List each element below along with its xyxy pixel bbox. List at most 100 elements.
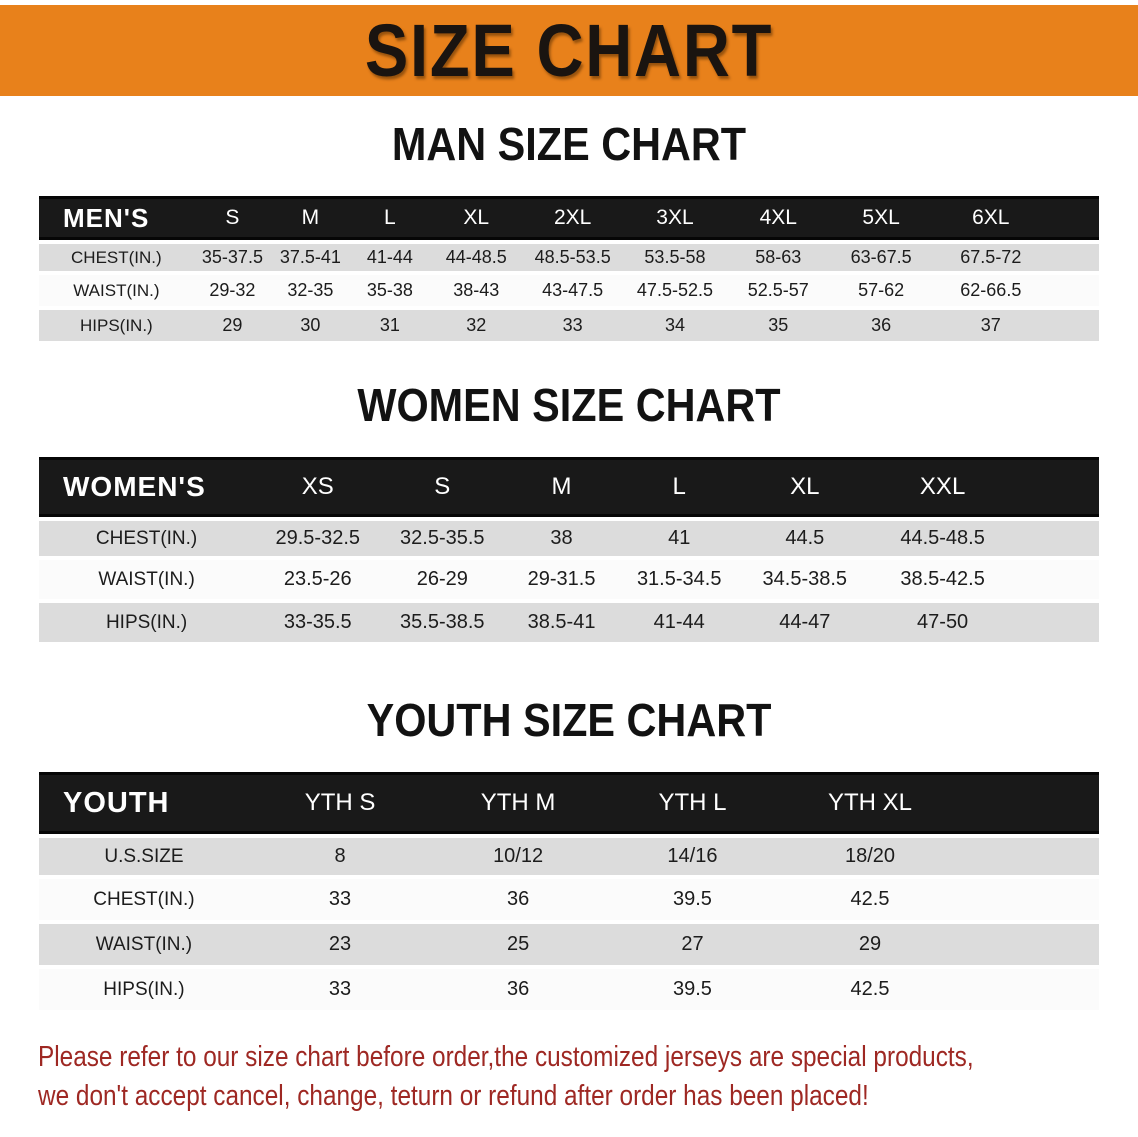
size-value-cell: 63-67.5 [829,240,933,275]
column-header: YTH XL [779,772,961,834]
column-header: 4XL [726,196,830,240]
size-value-cell: 41 [619,517,739,560]
size-value-cell: 33-35.5 [254,603,382,646]
column-header: 2XL [522,196,624,240]
section-heading: MAN SIZE CHART [391,118,747,170]
table-row: WAIST(IN.) 29-32 32-35 35-38 38-43 43-47.5 47.… [39,275,1099,310]
spacer-cell [1049,275,1099,310]
table-row: U.S.SIZE 8 10/12 14/16 18/20 [39,834,1099,879]
size-value-cell: 41-44 [349,240,431,275]
size-value-cell: 29.5-32.5 [254,517,382,560]
table-corner-label: YOUTH [39,772,249,834]
section-heading: YOUTH SIZE CHART [366,694,772,746]
size-value-cell: 41-44 [619,603,739,646]
column-header: YTH S [248,772,432,834]
youth-chart-section: YOUTH SIZE CHART YOUTH YTH S YTH M YTH L YTH … [0,694,1138,1014]
spacer-cell [960,969,1099,1014]
size-value-cell: 32-35 [271,275,350,310]
header-row: MEN'S S M L XL 2XL 3XL 4XL 5XL 6XL [39,196,1099,240]
disclaimer-line-2: we don't accept cancel, change, teturn o… [38,1080,869,1112]
size-value-cell: 18/20 [779,834,961,879]
spacer-cell [1049,240,1099,275]
size-value-cell: 23 [248,924,432,969]
size-value-cell: 44.5 [738,517,872,560]
size-value-cell: 44.5-48.5 [871,517,1015,560]
column-header: 6XL [932,196,1050,240]
size-value-cell: 33 [522,310,624,345]
charts-container: MAN SIZE CHART MEN'S S M L XL 2XL 3XL 4XL 5XL 6XL C… [0,118,1138,1014]
size-value-cell: 67.5-72 [932,240,1050,275]
size-value-cell: 38-43 [430,275,523,310]
column-header: M [271,196,350,240]
size-value-cell: 29 [193,310,272,345]
size-value-cell: 29-31.5 [503,560,620,603]
row-label: WAIST(IN.) [39,924,249,969]
column-header: XXL [871,457,1015,517]
size-value-cell: 30 [271,310,350,345]
section-heading: WOMEN SIZE CHART [357,379,781,431]
size-value-cell: 43-47.5 [522,275,624,310]
size-value-cell: 35.5-38.5 [381,603,504,646]
row-label: CHEST(IN.) [39,879,249,924]
column-header: XL [738,457,872,517]
column-header: S [381,457,504,517]
men-chart-section: MAN SIZE CHART MEN'S S M L XL 2XL 3XL 4XL 5XL 6XL C… [0,118,1138,345]
size-value-cell: 37 [932,310,1050,345]
column-header: YTH L [605,772,780,834]
size-value-cell: 38 [503,517,620,560]
size-value-cell: 29 [779,924,961,969]
size-value-cell: 62-66.5 [932,275,1050,310]
size-value-cell: 34.5-38.5 [738,560,872,603]
page-title: SIZE CHART [364,9,774,92]
spacer-cell [960,924,1099,969]
column-header: M [503,457,620,517]
disclaimer-line-1: Please refer to our size chart before or… [38,1041,974,1073]
row-label: HIPS(IN.) [39,310,194,345]
spacer-cell [1014,517,1099,560]
header-row: YOUTH YTH S YTH M YTH L YTH XL [39,772,1099,834]
size-value-cell: 58-63 [726,240,830,275]
table-row: HIPS(IN.) 29 30 31 32 33 34 35 36 37 [39,310,1099,345]
size-value-cell: 32 [430,310,523,345]
table-row: CHEST(IN.) 33 36 39.5 42.5 [39,879,1099,924]
row-label: HIPS(IN.) [39,603,255,646]
youth-size-table: YOUTH YTH S YTH M YTH L YTH XL U.S.SIZE 8 10/12… [39,772,1099,1014]
table-row: WAIST(IN.) 23.5-26 26-29 29-31.5 31.5-34.5 34… [39,560,1099,603]
spacer-cell [960,879,1099,924]
size-value-cell: 26-29 [381,560,504,603]
size-value-cell: 57-62 [829,275,933,310]
size-value-cell: 32.5-35.5 [381,517,504,560]
women-size-table: WOMEN'S XS S M L XL XXL CHEST(IN.) 29.5-32.5 32.5… [39,457,1099,646]
size-value-cell: 38.5-42.5 [871,560,1015,603]
size-value-cell: 53.5-58 [623,240,727,275]
size-value-cell: 34 [623,310,727,345]
size-value-cell: 36 [431,969,606,1014]
spacer-cell [1049,196,1099,240]
women-chart-section: WOMEN SIZE CHART WOMEN'S XS S M L XL XXL CHEST(I… [0,379,1138,646]
size-value-cell: 33 [248,969,432,1014]
table-row: CHEST(IN.) 35-37.5 37.5-41 41-44 44-48.5 48.5… [39,240,1099,275]
size-chart-page: SIZE CHART MAN SIZE CHART MEN'S S M L XL 2XL 3X… [0,5,1138,1116]
men-size-table: MEN'S S M L XL 2XL 3XL 4XL 5XL 6XL CHEST(IN.) 35-37… [39,196,1099,345]
size-value-cell: 48.5-53.5 [522,240,624,275]
table-row: HIPS(IN.) 33 36 39.5 42.5 [39,969,1099,1014]
column-header: S [193,196,272,240]
row-label: CHEST(IN.) [39,240,194,275]
size-value-cell: 29-32 [193,275,272,310]
column-header: XS [254,457,382,517]
disclaimer: Please refer to our size chart before or… [0,1038,1138,1116]
size-value-cell: 25 [431,924,606,969]
row-label: WAIST(IN.) [39,275,194,310]
spacer-cell [1014,560,1099,603]
column-header: YTH M [431,772,606,834]
column-header: XL [430,196,523,240]
size-value-cell: 52.5-57 [726,275,830,310]
spacer-cell [960,834,1099,879]
size-value-cell: 35-38 [349,275,431,310]
row-label: U.S.SIZE [39,834,249,879]
size-value-cell: 47-50 [871,603,1015,646]
header-row: WOMEN'S XS S M L XL XXL [39,457,1099,517]
size-value-cell: 37.5-41 [271,240,350,275]
spacer-cell [1014,603,1099,646]
size-value-cell: 31 [349,310,431,345]
